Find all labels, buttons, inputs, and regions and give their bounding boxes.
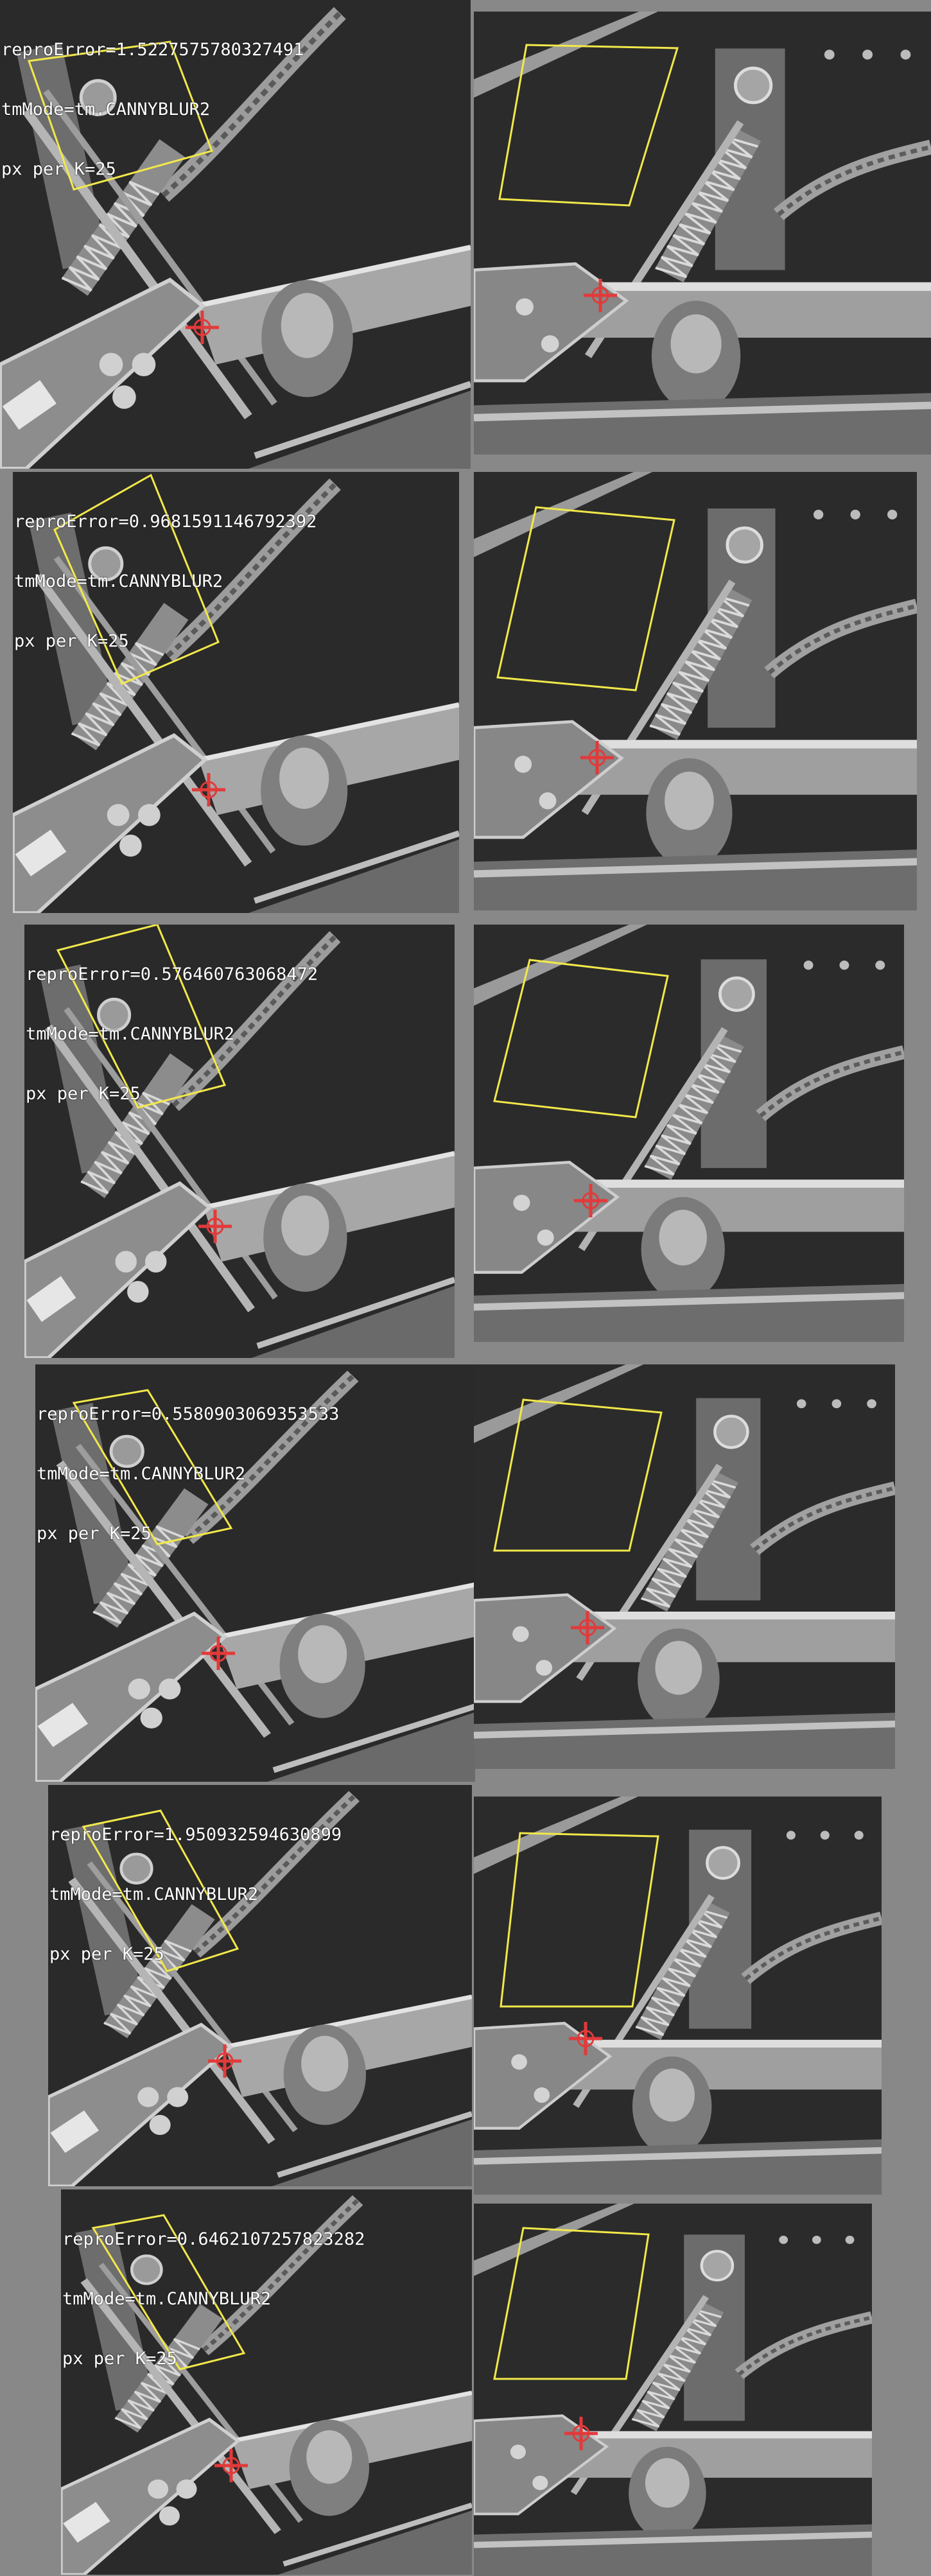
template-roi-left xyxy=(91,2214,246,2371)
machinery-scene xyxy=(474,12,931,455)
match-info: reproError=0.6462107257823282 tmMode=tm.… xyxy=(62,2189,365,2408)
source-photo xyxy=(48,1785,472,2186)
px-per-k-label: px per K=25 xyxy=(37,1524,152,1544)
match-marker-left-icon xyxy=(186,311,219,344)
px-per-k-label: px per K=25 xyxy=(14,631,129,651)
match-info: reproError=0.576460763068472 tmMode=tm.C… xyxy=(26,925,318,1144)
match-info: reproError=1.950932594630899 tmMode=tm.C… xyxy=(49,1785,342,2004)
template-roi-left xyxy=(82,1809,239,1972)
match-marker-right-icon xyxy=(569,2022,602,2055)
image-pair: reproError=0.9681591146792392 tmMode=tm.… xyxy=(0,472,931,913)
template-roi-left xyxy=(72,1389,233,1545)
image-pair: reproError=1.950932594630899 tmMode=tm.C… xyxy=(0,1785,931,2195)
template-roi-right xyxy=(500,1832,659,2008)
match-marker-left-icon xyxy=(208,2044,241,2078)
target-photo xyxy=(474,472,917,910)
machinery-scene xyxy=(13,472,459,913)
repro-error-label: reproError=0.9681591146792392 xyxy=(14,512,317,532)
repro-error-label: reproError=1.950932594630899 xyxy=(49,1825,342,1845)
machinery-scene xyxy=(0,0,471,469)
tm-mode-label: tmMode=tm.CANNYBLUR2 xyxy=(62,2289,272,2309)
template-roi-right xyxy=(493,1398,663,1552)
machinery-scene xyxy=(474,925,904,1342)
match-marker-left-icon xyxy=(202,1637,235,1670)
tm-mode-label: tmMode=tm.CANNYBLUR2 xyxy=(37,1464,246,1484)
annotation-layer xyxy=(72,1389,663,1670)
target-photo xyxy=(474,1797,882,2195)
machinery-scene xyxy=(48,1785,472,2186)
machinery-scene xyxy=(474,1797,882,2195)
template-roi-right xyxy=(493,2227,650,2380)
repro-error-label: reproError=1.5227575780327491 xyxy=(1,40,304,60)
match-info: reproError=0.5580903069353533 tmMode=tm.… xyxy=(37,1364,339,1583)
match-marker-left-icon xyxy=(198,1210,232,1243)
px-per-k-label: px per K=25 xyxy=(26,1084,141,1104)
match-info: reproError=1.5227575780327491 tmMode=tm.… xyxy=(1,0,304,219)
machinery-scene xyxy=(474,1364,895,1769)
image-pair: reproError=0.5580903069353533 tmMode=tm.… xyxy=(0,1364,931,1782)
tm-mode-label: tmMode=tm.CANNYBLUR2 xyxy=(1,100,211,119)
source-photo xyxy=(0,0,471,469)
match-marker-right-icon xyxy=(584,279,617,312)
match-marker-left-icon xyxy=(214,2449,248,2482)
match-marker-left-icon xyxy=(192,773,225,806)
template-roi-right xyxy=(498,44,679,207)
match-marker-right-icon xyxy=(564,2417,598,2450)
annotation-layer xyxy=(53,473,675,806)
template-roi-left xyxy=(27,40,213,191)
px-per-k-label: px per K=25 xyxy=(49,1944,164,1964)
machinery-scene xyxy=(61,2189,472,2575)
annotation-layer xyxy=(27,40,679,344)
tm-mode-label: tmMode=tm.CANNYBLUR2 xyxy=(14,571,223,591)
source-photo xyxy=(35,1364,475,1782)
image-pair: reproError=0.576460763068472 tmMode=tm.C… xyxy=(0,925,931,1358)
annotation-layer xyxy=(56,925,669,1243)
match-marker-right-icon xyxy=(580,741,614,774)
px-per-k-label: px per K=25 xyxy=(62,2349,177,2369)
template-roi-right xyxy=(496,506,675,692)
target-photo xyxy=(474,2204,872,2576)
tm-mode-label: tmMode=tm.CANNYBLUR2 xyxy=(26,1024,235,1044)
source-photo xyxy=(13,472,459,913)
target-photo xyxy=(474,12,931,455)
annotation-layer xyxy=(91,2214,650,2482)
repro-error-label: reproError=0.5580903069353533 xyxy=(37,1404,340,1424)
match-marker-right-icon xyxy=(574,1184,607,1217)
match-marker-right-icon xyxy=(571,1611,604,1644)
target-photo xyxy=(474,1364,895,1769)
image-pair: reproError=1.5227575780327491 tmMode=tm.… xyxy=(0,0,931,469)
machinery-scene xyxy=(474,472,917,910)
source-photo xyxy=(24,925,455,1358)
image-pair: reproError=0.6462107257823282 tmMode=tm.… xyxy=(0,2189,931,2576)
repro-error-label: reproError=0.576460763068472 xyxy=(26,964,318,984)
repro-error-label: reproError=0.6462107257823282 xyxy=(62,2229,365,2249)
machinery-scene xyxy=(35,1364,475,1782)
template-roi-left xyxy=(56,925,227,1109)
tm-mode-label: tmMode=tm.CANNYBLUR2 xyxy=(49,1884,259,1904)
template-roi-right xyxy=(493,959,669,1118)
annotation-layer xyxy=(82,1809,659,2078)
target-photo xyxy=(474,925,904,1342)
template-roi-left xyxy=(53,473,220,685)
match-info: reproError=0.9681591146792392 tmMode=tm.… xyxy=(14,472,317,691)
source-photo xyxy=(61,2189,472,2575)
machinery-scene xyxy=(24,925,455,1358)
px-per-k-label: px per K=25 xyxy=(1,159,116,179)
machinery-scene xyxy=(474,2204,872,2576)
